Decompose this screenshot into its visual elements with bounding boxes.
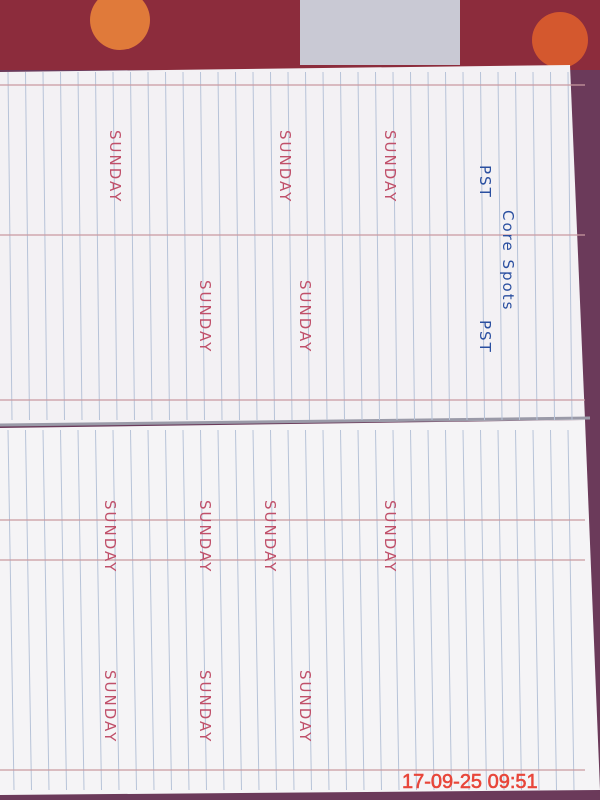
rule bbox=[287, 429, 295, 791]
rule bbox=[532, 429, 540, 791]
note: SUNDAY bbox=[101, 670, 119, 743]
rule bbox=[112, 71, 118, 421]
rule bbox=[497, 71, 503, 421]
rule bbox=[60, 71, 65, 421]
rule bbox=[445, 71, 450, 421]
timestamp: 17-09-25 09:51 bbox=[402, 771, 538, 793]
rule bbox=[182, 429, 190, 791]
rule bbox=[130, 429, 137, 791]
rule bbox=[445, 429, 452, 791]
rule bbox=[217, 429, 225, 791]
header: PST bbox=[476, 165, 494, 199]
rule bbox=[112, 429, 120, 791]
fold bbox=[0, 416, 591, 427]
rule bbox=[77, 429, 85, 791]
rule bbox=[550, 429, 557, 791]
rule bbox=[25, 71, 30, 421]
rule bbox=[550, 71, 555, 421]
rule bbox=[392, 429, 400, 791]
rule bbox=[7, 71, 13, 421]
rule bbox=[147, 71, 153, 421]
flower bbox=[90, 0, 150, 50]
rule bbox=[130, 71, 135, 421]
rule bbox=[357, 71, 363, 421]
header: PST bbox=[476, 320, 494, 354]
rule bbox=[252, 71, 258, 421]
rule bbox=[480, 429, 487, 791]
rule bbox=[462, 429, 470, 791]
rule bbox=[95, 71, 100, 421]
rule bbox=[60, 429, 67, 791]
note: SUNDAY bbox=[101, 500, 119, 573]
ruled-lines bbox=[0, 71, 585, 791]
rule bbox=[515, 71, 520, 421]
rule bbox=[182, 71, 188, 421]
rule bbox=[322, 429, 330, 791]
note: SUNDAY bbox=[106, 130, 124, 203]
rule bbox=[340, 71, 345, 421]
rule bbox=[305, 429, 312, 791]
rule bbox=[357, 429, 365, 791]
cloth-pattern bbox=[300, 0, 460, 65]
rule bbox=[42, 71, 48, 421]
rule bbox=[515, 429, 522, 791]
rule bbox=[165, 71, 170, 421]
note: SUNDAY bbox=[296, 670, 314, 743]
rule bbox=[480, 71, 485, 421]
rule bbox=[567, 71, 573, 421]
rule bbox=[270, 71, 275, 421]
rule bbox=[427, 71, 433, 421]
rule bbox=[25, 429, 32, 791]
rule bbox=[7, 429, 15, 791]
note: SUNDAY bbox=[261, 500, 279, 573]
rule bbox=[235, 429, 242, 791]
rule bbox=[200, 429, 207, 791]
rule bbox=[462, 71, 468, 421]
rule bbox=[567, 429, 575, 791]
rule bbox=[427, 429, 435, 791]
rule bbox=[217, 71, 223, 421]
rule bbox=[375, 429, 382, 791]
note: SUNDAY bbox=[196, 280, 214, 353]
rule bbox=[77, 71, 83, 421]
rule bbox=[497, 429, 505, 791]
note: SUNDAY bbox=[196, 670, 214, 743]
note: SUNDAY bbox=[196, 500, 214, 573]
flower bbox=[532, 12, 588, 68]
note: SUNDAY bbox=[296, 280, 314, 353]
note: SUNDAY bbox=[276, 130, 294, 203]
rule bbox=[147, 429, 155, 791]
rule bbox=[95, 429, 102, 791]
rule bbox=[200, 71, 205, 421]
rule bbox=[532, 71, 538, 421]
header: Core Spots bbox=[499, 210, 517, 311]
top-sheet bbox=[0, 65, 585, 425]
rule bbox=[287, 71, 293, 421]
note: SUNDAY bbox=[381, 130, 399, 203]
rule bbox=[42, 429, 50, 791]
rule bbox=[410, 71, 415, 421]
rule bbox=[305, 71, 310, 421]
rule bbox=[410, 429, 417, 791]
rule bbox=[252, 429, 260, 791]
rule bbox=[270, 429, 277, 791]
rule bbox=[375, 71, 380, 421]
rule bbox=[340, 429, 347, 791]
rule bbox=[165, 429, 172, 791]
note: SUNDAY bbox=[381, 500, 399, 573]
rule bbox=[235, 71, 240, 421]
rule bbox=[392, 71, 398, 421]
rule bbox=[322, 71, 328, 421]
